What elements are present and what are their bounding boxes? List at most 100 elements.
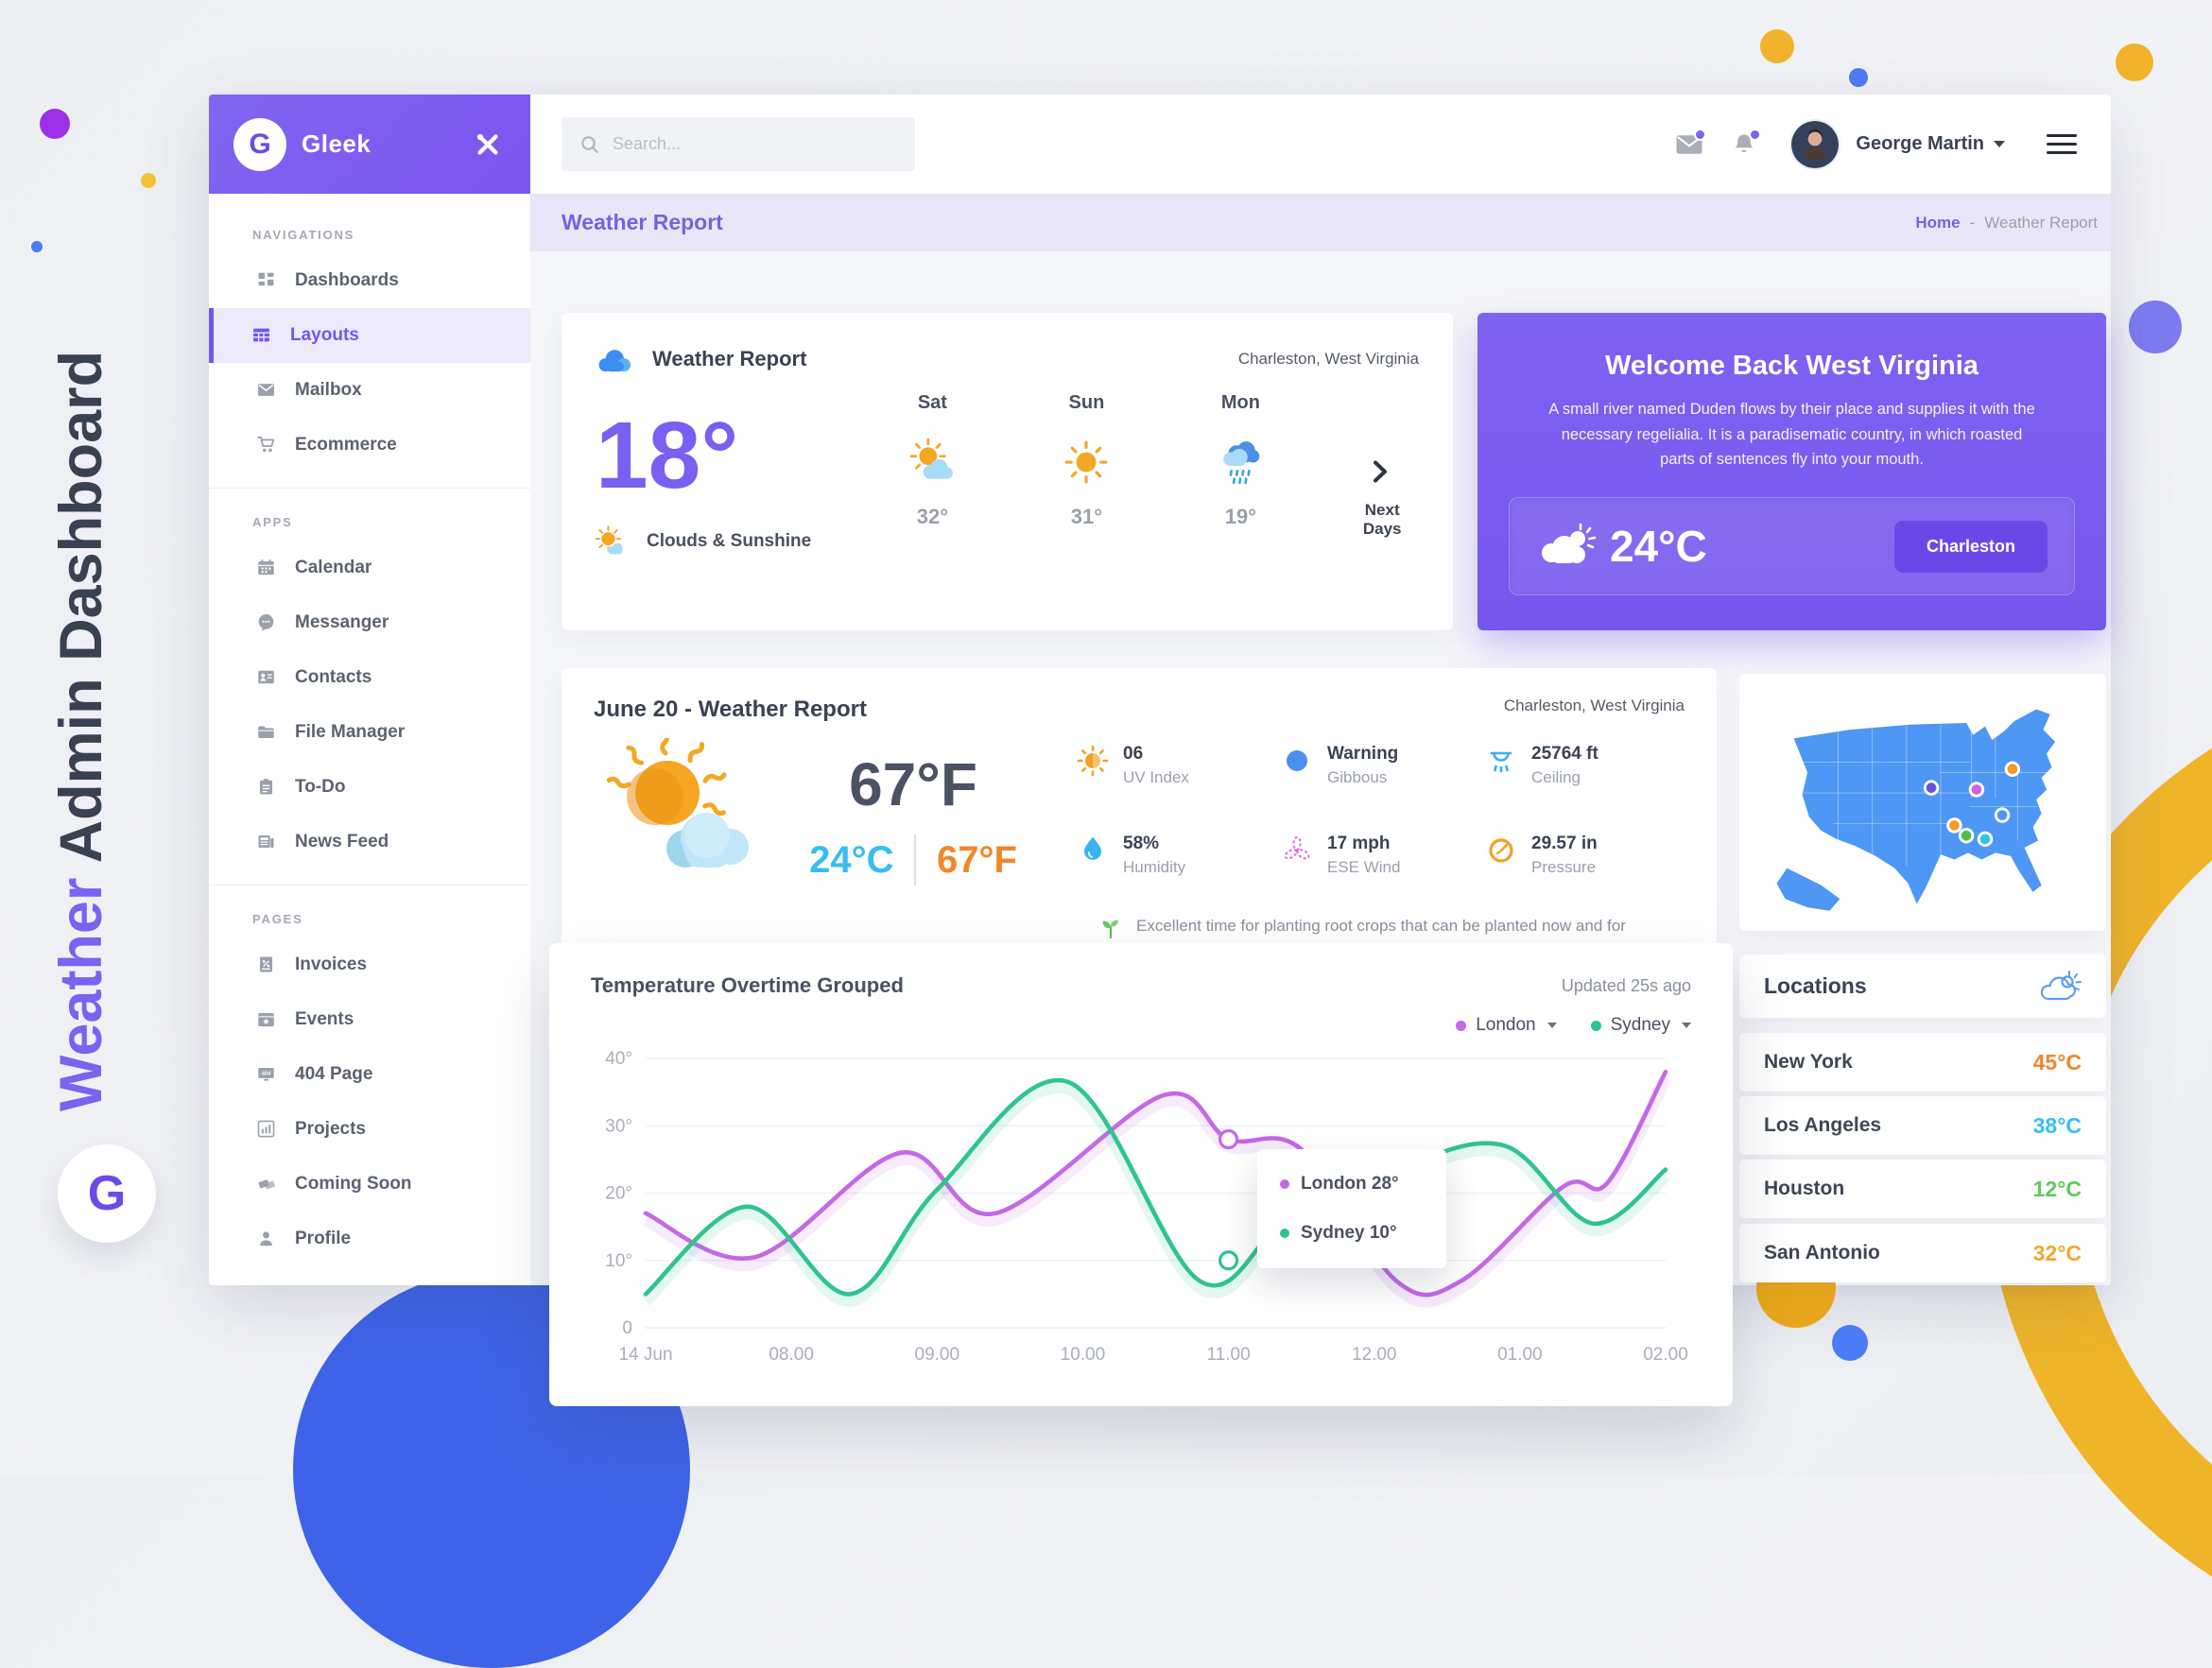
sidebar-item-label: Calendar bbox=[295, 558, 372, 577]
notifications-badge bbox=[1749, 128, 1762, 141]
vertical-title-accent: Weather bbox=[48, 877, 114, 1111]
day-label: Sun bbox=[1068, 392, 1105, 413]
stat-value: 25764 ft bbox=[1531, 744, 1599, 764]
tooltip-sydney-10: Sydney 10° bbox=[1280, 1223, 1424, 1244]
svg-text:11.00: 11.00 bbox=[1207, 1345, 1251, 1365]
sidebar-item-ecommerce[interactable]: Ecommerce bbox=[209, 418, 530, 473]
chevron-down-icon bbox=[1547, 1023, 1557, 1028]
search-box[interactable] bbox=[562, 117, 915, 171]
legend-dot bbox=[1456, 1020, 1467, 1031]
legend-london[interactable]: London bbox=[1456, 1015, 1557, 1036]
locations-title: Locations bbox=[1764, 973, 1867, 998]
sidebar-nav: NAVIGATIONS Dashboards Layouts Mailbox Ecomm… bbox=[209, 194, 530, 1285]
user-menu-caret-icon[interactable] bbox=[1994, 141, 2005, 147]
page-title: Weather Report bbox=[562, 210, 723, 234]
map-marker[interactable] bbox=[1977, 831, 1994, 848]
legend-sydney[interactable]: Sydney bbox=[1590, 1015, 1691, 1036]
sidebar-item-coming-soon[interactable]: Coming Soon bbox=[209, 1157, 530, 1212]
brand-logo[interactable]: G bbox=[233, 117, 286, 171]
tooltip-dot bbox=[1280, 1179, 1289, 1189]
sidebar-item-label: 404 Page bbox=[295, 1064, 373, 1084]
news-feed-icon bbox=[257, 833, 276, 851]
svg-text:10.00: 10.00 bbox=[1061, 1345, 1106, 1365]
layouts-icon bbox=[252, 326, 271, 345]
sidebar-item-calendar[interactable]: Calendar bbox=[209, 541, 530, 595]
vertical-title-rest: Admin Dashboard bbox=[48, 350, 114, 878]
svg-text:404: 404 bbox=[262, 1072, 271, 1077]
svg-text:09.00: 09.00 bbox=[915, 1345, 960, 1365]
sidebar-item-label: Projects bbox=[295, 1119, 366, 1139]
stat-label: UV Index bbox=[1123, 768, 1189, 786]
june-weather-card: June 20 - Weather Report Charleston, Wes… bbox=[562, 668, 1717, 950]
sidebar-item-to-do[interactable]: To-Do bbox=[209, 760, 530, 815]
stat-pressure: 29.57 in Pressure bbox=[1484, 834, 1685, 886]
map-marker[interactable] bbox=[1968, 782, 1985, 798]
map-marker[interactable] bbox=[1923, 780, 1940, 796]
chart-legend: London Sydney bbox=[591, 1015, 1691, 1036]
sidebar-item-label: Messanger bbox=[295, 612, 389, 632]
location-row-los-angeles[interactable]: Los Angeles 38°C bbox=[1739, 1096, 2106, 1155]
location-temp: 45°C bbox=[2032, 1049, 2082, 1075]
map-marker[interactable] bbox=[1994, 807, 2011, 823]
humidity-icon bbox=[1076, 834, 1110, 868]
user-name[interactable]: George Martin bbox=[1856, 133, 1984, 154]
invoices-icon bbox=[257, 955, 276, 974]
sun-icon bbox=[1061, 438, 1112, 486]
tools-icon[interactable] bbox=[474, 130, 502, 159]
sidebar-item-label: Contacts bbox=[295, 667, 372, 687]
map-marker[interactable] bbox=[2004, 761, 2021, 777]
weather-report-card: Weather Report Charleston, West Virginia… bbox=[562, 313, 1453, 630]
decor-dot-blue-bottom bbox=[1832, 1325, 1868, 1361]
svg-text:0: 0 bbox=[622, 1318, 632, 1338]
forecast-days: Sat 32° Sun 31° Mon 19° bbox=[890, 392, 1283, 558]
location-temp: 38°C bbox=[2032, 1112, 2082, 1138]
sidebar-item-layouts[interactable]: Layouts bbox=[209, 308, 530, 363]
sidebar-item-invoices[interactable]: Invoices bbox=[209, 937, 530, 992]
sidebar-item-news-feed[interactable]: News Feed bbox=[209, 815, 530, 869]
sidebar-item-messanger[interactable]: Messanger bbox=[209, 595, 530, 650]
map-marker[interactable] bbox=[1958, 828, 1975, 844]
sidebar-item-mailbox[interactable]: Mailbox bbox=[209, 363, 530, 418]
day-label: Sat bbox=[917, 392, 947, 413]
svg-text:08.00: 08.00 bbox=[769, 1345, 814, 1365]
temp-celsius: 24°C bbox=[809, 838, 894, 881]
legend-label: London bbox=[1476, 1015, 1536, 1035]
temperature-line-chart[interactable]: 40° 30° 20° 10° 0 14 Jun 08.00 09.00 10.00 11.00 1… bbox=[591, 1041, 1689, 1367]
map-markers bbox=[1923, 761, 2021, 848]
sidebar-item-profile[interactable]: Profile bbox=[209, 1212, 530, 1266]
sidebar: G Gleek NAVIGATIONS Dashboards Layouts Mail… bbox=[209, 95, 530, 1285]
stat-ese-wind: 17 mph ESE Wind bbox=[1280, 834, 1480, 886]
breadcrumb-home-link[interactable]: Home bbox=[1915, 213, 1961, 232]
seedling-icon bbox=[1097, 912, 1125, 940]
sidebar-item-events[interactable]: Events bbox=[209, 992, 530, 1047]
search-input[interactable] bbox=[613, 134, 877, 154]
menu-icon[interactable] bbox=[2047, 129, 2077, 160]
sidebar-item-dashboards[interactable]: Dashboards bbox=[209, 253, 530, 308]
pressure-icon bbox=[1484, 834, 1518, 868]
next-days-button[interactable]: Next Days bbox=[1345, 460, 1419, 558]
decor-dot-blue-top bbox=[1849, 68, 1868, 87]
sidebar-item-contacts[interactable]: Contacts bbox=[209, 650, 530, 705]
june-card-title: June 20 - Weather Report bbox=[594, 696, 867, 722]
mailbox-icon bbox=[257, 381, 276, 400]
events-icon bbox=[257, 1010, 276, 1029]
us-map[interactable] bbox=[1753, 687, 2093, 918]
location-row-houston[interactable]: Houston 12°C bbox=[1739, 1160, 2106, 1218]
notifications-icon[interactable] bbox=[1731, 128, 1762, 156]
decor-circle-yellow-topright bbox=[2116, 43, 2153, 81]
calendar-icon bbox=[257, 559, 276, 577]
location-row-new-york[interactable]: New York 45°C bbox=[1739, 1033, 2106, 1092]
temp-fahrenheit: 67°F bbox=[936, 838, 1017, 881]
charleston-button[interactable]: Charleston bbox=[1893, 520, 2048, 573]
map-marker[interactable] bbox=[1946, 817, 1962, 834]
avatar[interactable] bbox=[1789, 118, 1841, 170]
sidebar-item-file-manager[interactable]: File Manager bbox=[209, 705, 530, 760]
location-row-san-antonio[interactable]: San Antonio 32°C bbox=[1739, 1224, 2106, 1282]
location-temp: 32°C bbox=[2032, 1240, 2082, 1265]
svg-text:01.00: 01.00 bbox=[1497, 1345, 1543, 1365]
sidebar-item-projects[interactable]: Projects bbox=[209, 1102, 530, 1157]
mail-icon[interactable] bbox=[1676, 128, 1707, 156]
sidebar-item-404-page[interactable]: 404 404 Page bbox=[209, 1047, 530, 1102]
brand-name: Gleek bbox=[302, 129, 372, 158]
welcome-card: Welcome Back West Virginia A small river… bbox=[1478, 313, 2106, 630]
